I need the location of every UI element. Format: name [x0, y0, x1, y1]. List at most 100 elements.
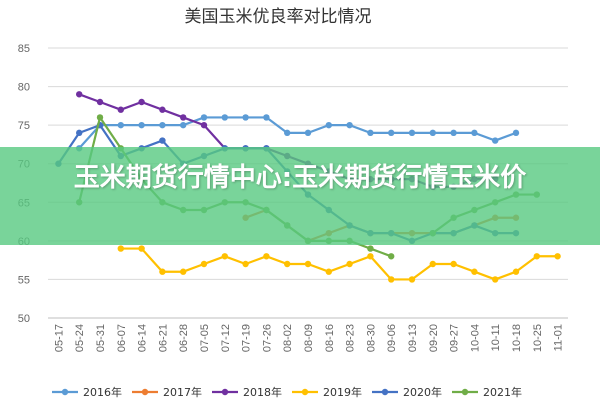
- data-point: [492, 137, 499, 144]
- y-tick-label: 85: [18, 43, 30, 55]
- data-point: [512, 268, 520, 275]
- data-point: [117, 121, 125, 129]
- series-group: [76, 114, 520, 152]
- data-point: [138, 245, 145, 252]
- x-tick-label: 09-06: [386, 324, 398, 352]
- legend-marker: [461, 388, 469, 396]
- data-point: [388, 253, 395, 260]
- data-point: [117, 245, 125, 252]
- data-point: [388, 276, 395, 283]
- data-point: [221, 114, 228, 121]
- data-point: [200, 114, 208, 121]
- data-point: [76, 129, 83, 137]
- x-tick-label: 07-05: [199, 324, 211, 352]
- x-tick-label: 07-12: [220, 324, 232, 352]
- data-point: [367, 253, 374, 260]
- x-tick-label: 06-07: [116, 324, 128, 352]
- y-tick-label: 50: [18, 313, 30, 325]
- data-point: [367, 245, 374, 252]
- data-point: [346, 121, 353, 129]
- data-point: [284, 129, 291, 137]
- data-point: [76, 91, 83, 98]
- data-point: [159, 121, 166, 129]
- data-point: [471, 129, 478, 137]
- x-tick-label: 11-01: [553, 324, 565, 351]
- data-point: [367, 129, 374, 137]
- x-tick-label: 07-19: [241, 324, 253, 352]
- legend-label: 2020年: [403, 385, 442, 399]
- overlay-banner-text: 玉米期货行情中心:玉米期货行情玉米价: [73, 163, 527, 193]
- data-point: [429, 260, 436, 268]
- legend-label: 2021年: [483, 385, 522, 399]
- legend-item: 2020年: [372, 385, 442, 399]
- data-point: [304, 260, 312, 268]
- data-point: [304, 129, 312, 137]
- data-point: [325, 268, 332, 275]
- y-tick-label: 75: [18, 120, 30, 132]
- x-tick-label: 09-20: [428, 324, 440, 352]
- data-point: [180, 268, 187, 275]
- data-point: [512, 129, 520, 137]
- data-point: [221, 253, 228, 260]
- x-axis: 05-17 05-24 05-31 06-07 06-14 06-21 06-28 07-05…: [48, 317, 568, 352]
- data-point: [450, 260, 457, 268]
- legend-item: 2019年: [292, 385, 362, 399]
- chart-title: 美国玉米优良率对比情况: [185, 7, 372, 27]
- x-tick-label: 07-26: [261, 324, 273, 352]
- x-tick-label: 05-31: [95, 324, 107, 352]
- x-tick-label: 10-25: [532, 324, 544, 352]
- y-tick-label: 55: [18, 274, 30, 286]
- data-point: [180, 121, 187, 129]
- data-point: [138, 121, 145, 129]
- x-tick-label: 09-13: [407, 324, 419, 352]
- x-tick-label: 05-17: [53, 324, 65, 352]
- overlay-banner: [0, 147, 600, 245]
- x-tick-label: 10-04: [469, 324, 481, 352]
- x-tick-label: 10-18: [511, 324, 523, 352]
- legend-label: 2017年: [163, 385, 202, 399]
- legend-label: 2019年: [323, 385, 362, 399]
- data-point: [242, 260, 249, 268]
- data-point: [471, 268, 478, 275]
- data-point: [180, 114, 187, 121]
- series-group: [117, 245, 561, 283]
- legend-marker: [381, 388, 389, 396]
- data-point: [533, 253, 540, 260]
- legend-item: 2016年: [52, 385, 122, 399]
- data-point: [159, 137, 166, 144]
- x-tick-label: 06-21: [157, 324, 169, 352]
- data-point: [117, 106, 125, 113]
- legend-label: 2016年: [83, 385, 122, 399]
- data-point: [263, 253, 270, 260]
- series-line: [78, 116, 517, 150]
- x-tick-label: 09-27: [449, 324, 461, 352]
- data-point: [388, 129, 395, 137]
- data-point: [346, 260, 353, 268]
- data-point: [408, 276, 416, 283]
- data-point: [450, 129, 457, 137]
- x-tick-label: 08-30: [365, 324, 377, 352]
- legend-item: 2017年: [132, 385, 202, 399]
- legend-marker: [221, 388, 229, 396]
- x-tick-label: 08-09: [303, 324, 315, 352]
- data-point: [159, 268, 166, 275]
- x-tick-label: 08-23: [345, 324, 357, 352]
- data-point: [325, 121, 332, 129]
- data-point: [200, 121, 208, 129]
- legend-item: 2018年: [212, 385, 282, 399]
- data-point: [200, 260, 208, 268]
- data-point: [159, 106, 166, 113]
- data-point: [96, 98, 104, 106]
- x-tick-label: 08-16: [324, 324, 336, 352]
- legend-label: 2018年: [243, 385, 282, 399]
- legend-marker: [61, 388, 69, 396]
- data-point: [284, 260, 291, 268]
- data-point: [263, 114, 270, 121]
- data-point: [554, 253, 561, 260]
- x-tick-label: 08-02: [282, 324, 294, 352]
- x-tick-label: 05-24: [74, 324, 86, 352]
- data-point: [408, 129, 416, 137]
- legend-marker: [301, 388, 309, 396]
- x-tick-label: 06-28: [178, 324, 190, 352]
